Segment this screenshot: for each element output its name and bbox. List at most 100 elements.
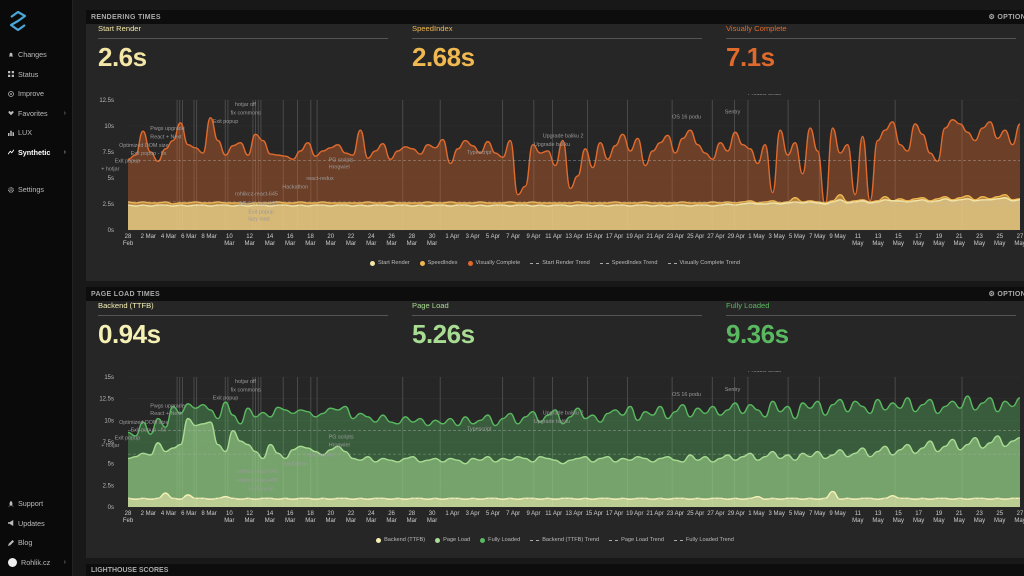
legend-dash-icon [674,539,684,541]
x-tick-label: 11 Apr [545,234,562,240]
x-tick-label: 15 [895,234,902,240]
legend-dash-icon [667,262,677,264]
sidebar-item-status[interactable]: Status [0,65,72,85]
y-tick-label: 12.5s [99,397,114,403]
legend-item[interactable]: Visually Complete Trend [667,260,741,266]
x-tick-label: 7 Apr [506,234,520,240]
series-area-page-load [128,418,1020,507]
metric-label: Backend (TTFB) [98,301,388,316]
series-line-visually-complete[interactable] [127,116,1021,206]
annotation-label: Exit popup [213,396,238,402]
sidebar-item-synthetic[interactable]: Synthetic › [0,143,72,163]
sidebar-item-updates[interactable]: Updates [0,514,72,534]
x-tick-label: 13 Apr [565,234,582,240]
annotation-label: Product detail [748,371,781,374]
legend-dot-icon [480,537,486,543]
sidebar-item-favorites[interactable]: Favorites › [0,104,72,124]
x-tick-label: 4 Mar [161,511,176,517]
x-tick-label: 16 [287,511,294,517]
x-tick-label: May [974,518,985,524]
x-tick-label: Feb [123,241,134,247]
x-tick-label: Mar [407,241,417,247]
annotation-label: Sentry [725,110,741,116]
rendering-times-chart[interactable]: 0s 2.5s 5s 7.5s 10s 12.5s hotjar off fix common… [86,94,1024,254]
x-tick-label: 7 Apr [506,511,520,517]
chart-legend: Start Render SpeedIndex Visually Complete S… [86,260,1024,266]
metric-value: 2.68s [412,42,475,72]
sidebar-item-label: Settings [18,185,44,195]
x-tick-label: 22 [348,234,355,240]
x-tick-label: 23 Apr [667,511,684,517]
x-tick-label: 6 Mar [181,511,196,517]
sidebar-item-settings[interactable]: Settings [0,180,72,200]
metric-label: Fully Loaded [726,301,1016,316]
page-load-times-chart[interactable]: 0s 2.5s 5s 7.5s 10s 12.5s 15s hotjar off fix com… [86,371,1024,531]
sidebar-item-lux[interactable]: LUX [0,123,72,143]
sidebar-item-blog[interactable]: Blog [0,533,72,553]
annotation-label: Exit popup - fix [131,428,167,434]
sidebar-item-label: Rohlik.cz [21,557,51,567]
y-tick-label: 10s [104,418,114,424]
annotation-label: OS 16 podu [672,115,701,121]
legend-item[interactable]: SpeedIndex [419,260,458,266]
annotation-label: react-redux [306,453,334,459]
legend-label: Start Render [377,260,410,266]
annotation-label: Typescript [467,150,492,156]
x-tick-label: May [913,518,924,524]
sidebar-item-label: Blog [18,538,33,548]
legend-label: Visually Complete Trend [679,260,741,266]
legend-item[interactable]: Start Render Trend [530,260,590,266]
y-tick-label: 0s [108,505,114,511]
panel-body: Start Render 2.6s SpeedIndex 2.68s Visua… [86,24,1024,281]
x-tick-label: Mar [265,241,275,247]
series-line-start-render[interactable] [127,197,1021,207]
x-tick-label: 12 [246,511,253,517]
series-line-fully-loaded[interactable] [127,395,1021,437]
bar-chart-icon [8,130,14,136]
x-tick-label: 24 [368,511,375,517]
chevron-right-icon: › [63,148,66,156]
legend-item[interactable]: Backend (TTFB) Trend [530,537,599,543]
options-button[interactable]: ⚙ OPTION [988,14,1024,21]
legend-dot-icon [376,537,382,543]
sidebar-item-support[interactable]: Support [0,494,72,514]
x-tick-label: 9 Apr [526,511,540,517]
x-tick-label: 1 Apr [445,234,459,240]
x-tick-label: 17 [915,234,922,240]
annotation-label: Optimized DOM size [119,420,168,426]
x-tick-label: 13 [875,234,882,240]
legend-item[interactable]: Start Render [369,260,410,266]
x-tick-label: 19 [936,234,943,240]
legend-item[interactable]: Visually Complete [467,260,520,266]
x-tick-label: May [872,518,883,524]
x-tick-label: Mar [224,518,234,524]
x-tick-label: May [933,241,944,247]
x-tick-label: 20 [327,511,334,517]
x-tick-label: 17 Apr [606,511,623,517]
legend-dot-icon [467,260,473,266]
sidebar-bottom-nav: Support Updates Blog Rohlik.cz › [0,494,72,572]
panel-header: RENDERING TIMES ⚙ OPTION [86,10,1024,24]
annotation-label: Pwgs upgrade [150,126,184,132]
series-line-page-load[interactable] [127,417,1021,465]
y-tick-label: 5s [108,176,114,182]
legend-item[interactable]: SpeedIndex Trend [599,260,658,266]
page-load-times-panel: PAGE LOAD TIMES ⚙ OPTION Backend (TTFB) … [86,287,1024,558]
legend-item[interactable]: Fully Loaded Trend [674,537,734,543]
sidebar-item-changes[interactable]: Changes [0,45,72,65]
legend-item[interactable]: Page Load Trend [609,537,664,543]
legend-item[interactable]: Page Load [435,537,470,543]
legend-item[interactable]: Backend (TTFB) [376,537,425,543]
sidebar-item-account[interactable]: Rohlik.cz › [0,553,72,573]
options-button[interactable]: ⚙ OPTION [988,291,1024,298]
sidebar-item-label: Support [18,499,44,509]
legend-item[interactable]: Fully Loaded [480,537,520,543]
sidebar-item-improve[interactable]: Improve [0,84,72,104]
x-tick-label: Mar [305,241,315,247]
speedcurve-logo[interactable] [7,10,29,32]
y-tick-label: 7.5s [103,150,114,156]
annotation-label: + hotjar [101,443,119,449]
x-tick-label: 2 Mar [141,234,156,240]
legend-dash-icon [530,539,540,541]
x-tick-label: May [1014,518,1024,524]
